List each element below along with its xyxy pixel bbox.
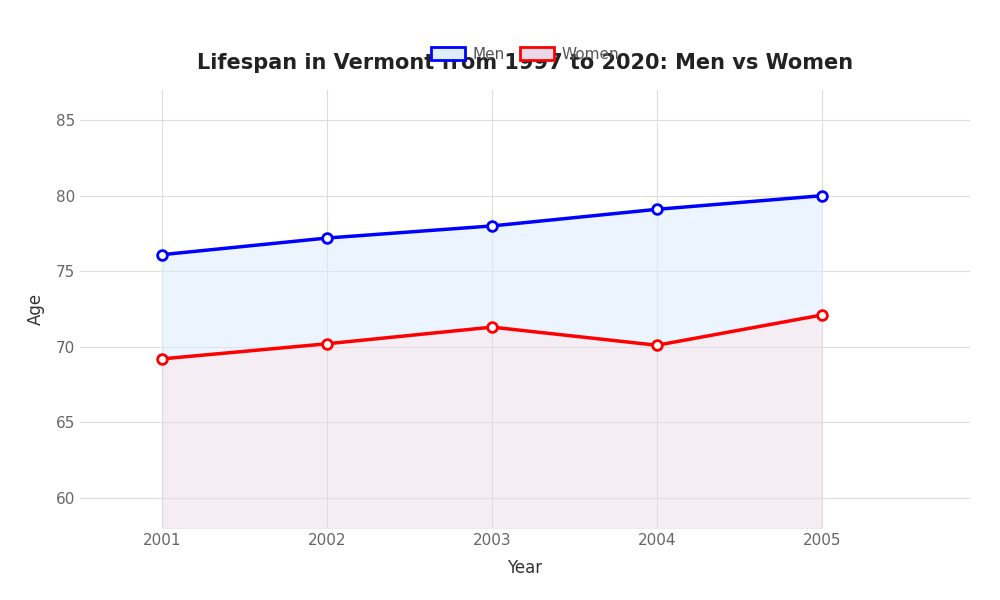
Legend: Men, Women: Men, Women (425, 41, 625, 68)
Title: Lifespan in Vermont from 1997 to 2020: Men vs Women: Lifespan in Vermont from 1997 to 2020: M… (197, 53, 853, 73)
X-axis label: Year: Year (507, 559, 543, 577)
Y-axis label: Age: Age (27, 293, 45, 325)
